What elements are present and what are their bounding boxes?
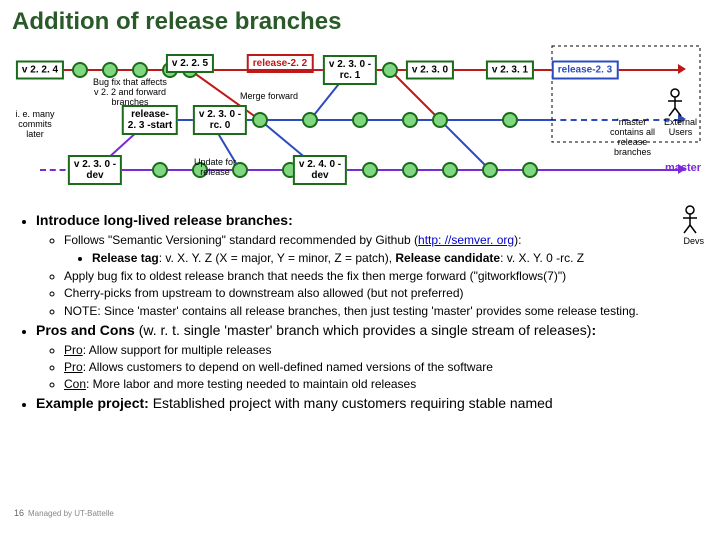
commit xyxy=(102,62,118,78)
note-mergefwd: Merge forward xyxy=(240,92,298,102)
note-update: Update for release xyxy=(185,158,245,178)
label-devs: Devs xyxy=(683,235,704,247)
tag-rel23start: release- 2. 3 -start xyxy=(122,105,178,135)
tag-v230rc1: v 2. 3. 0 - rc. 1 xyxy=(323,55,377,85)
t: Pro xyxy=(64,343,83,357)
commit xyxy=(302,112,318,128)
t: contains all xyxy=(610,127,655,137)
t: release xyxy=(618,137,648,147)
t: Release tag xyxy=(92,251,159,265)
bullet-reltag: Release tag: v. X. Y. Z (X = major, Y = … xyxy=(92,250,706,266)
bullet-example: Example project: Established project wit… xyxy=(36,394,706,413)
semver-link[interactable]: http: //semver. org xyxy=(418,233,514,247)
tag-v230: v 2. 3. 0 xyxy=(406,61,454,80)
bullet-follows: Follows "Semantic Versioning" standard r… xyxy=(64,232,706,266)
release-23-label: release-2. 3 xyxy=(552,61,619,80)
t: Con xyxy=(64,377,86,391)
t: ): xyxy=(514,233,521,247)
label-master: master xyxy=(665,162,701,174)
t: Release candidate xyxy=(395,251,500,265)
stick-external-users xyxy=(665,88,685,118)
t: : Allow support for multiple releases xyxy=(83,343,272,357)
bullet-cherry: Cherry-picks from upstream to downstream… xyxy=(64,285,706,301)
t: Example project: xyxy=(36,395,153,411)
note-bugfix: Bug fix that affects v 2. 2 and forward … xyxy=(85,78,175,108)
commit xyxy=(352,112,368,128)
label-ext-users: External Users xyxy=(658,118,703,138)
commit xyxy=(252,112,268,128)
tag-v224: v 2. 2. 4 xyxy=(16,61,64,80)
commit xyxy=(432,112,448,128)
bullet-intro: Introduce long-lived release branches: F… xyxy=(36,211,706,319)
commit xyxy=(522,162,538,178)
t: : v. X. Y. 0 -rc. Z xyxy=(500,251,584,265)
commit xyxy=(152,162,168,178)
t: branches xyxy=(614,147,651,157)
t: Established project with many customers … xyxy=(153,395,553,411)
git-diagram: release-2. 2 xyxy=(10,40,710,205)
bullet-note: NOTE: Since 'master' contains all releas… xyxy=(64,303,706,319)
commit xyxy=(482,162,498,178)
bullet-con: Con: More labor and more testing needed … xyxy=(64,376,706,392)
tag-v230dev: v 2. 3. 0 - dev xyxy=(68,155,122,185)
commit xyxy=(442,162,458,178)
t: Pros and Cons xyxy=(36,322,139,338)
stick-devs xyxy=(680,205,700,235)
tag-v230rc0: v 2. 3. 0 - rc. 0 xyxy=(193,105,247,135)
managed-by: Managed by UT-Battelle xyxy=(28,509,114,518)
t: : More labor and more testing needed to … xyxy=(86,377,416,391)
note-master-contains: 'master' contains all release branches xyxy=(605,118,660,158)
page-title: Addition of release branches xyxy=(0,0,720,40)
content-body: Devs Introduce long-lived release branch… xyxy=(0,205,720,413)
commit xyxy=(72,62,88,78)
t: : Allows customers to depend on well-def… xyxy=(83,360,493,374)
bullet-pros: Pros and Cons (w. r. t. single 'master' … xyxy=(36,321,706,392)
t: Follows "Semantic Versioning" standard r… xyxy=(64,233,418,247)
t: : v. X. Y. Z (X = major, Y = minor, Z = … xyxy=(159,251,396,265)
t: (w. r. t. single 'master' branch which p… xyxy=(139,322,592,338)
commit xyxy=(402,162,418,178)
t: Pro xyxy=(64,360,83,374)
t: 'master' xyxy=(617,117,648,127)
tag-v240dev: v 2. 4. 0 - dev xyxy=(293,155,347,185)
commit xyxy=(382,62,398,78)
bullet-apply: Apply bug fix to oldest release branch t… xyxy=(64,268,706,284)
commit xyxy=(502,112,518,128)
page-number: 16 xyxy=(14,508,24,518)
tag-v231: v 2. 3. 1 xyxy=(486,61,534,80)
bullet-pro1: Pro: Allow support for multiple releases xyxy=(64,342,706,358)
t: Introduce long-lived release branches: xyxy=(36,212,293,228)
commit xyxy=(402,112,418,128)
tag-v225: v 2. 2. 5 xyxy=(166,54,214,73)
commit xyxy=(132,62,148,78)
commit xyxy=(362,162,378,178)
note-many: i. e. many commits later xyxy=(10,110,60,140)
bullet-pro2: Pro: Allows customers to depend on well-… xyxy=(64,359,706,375)
